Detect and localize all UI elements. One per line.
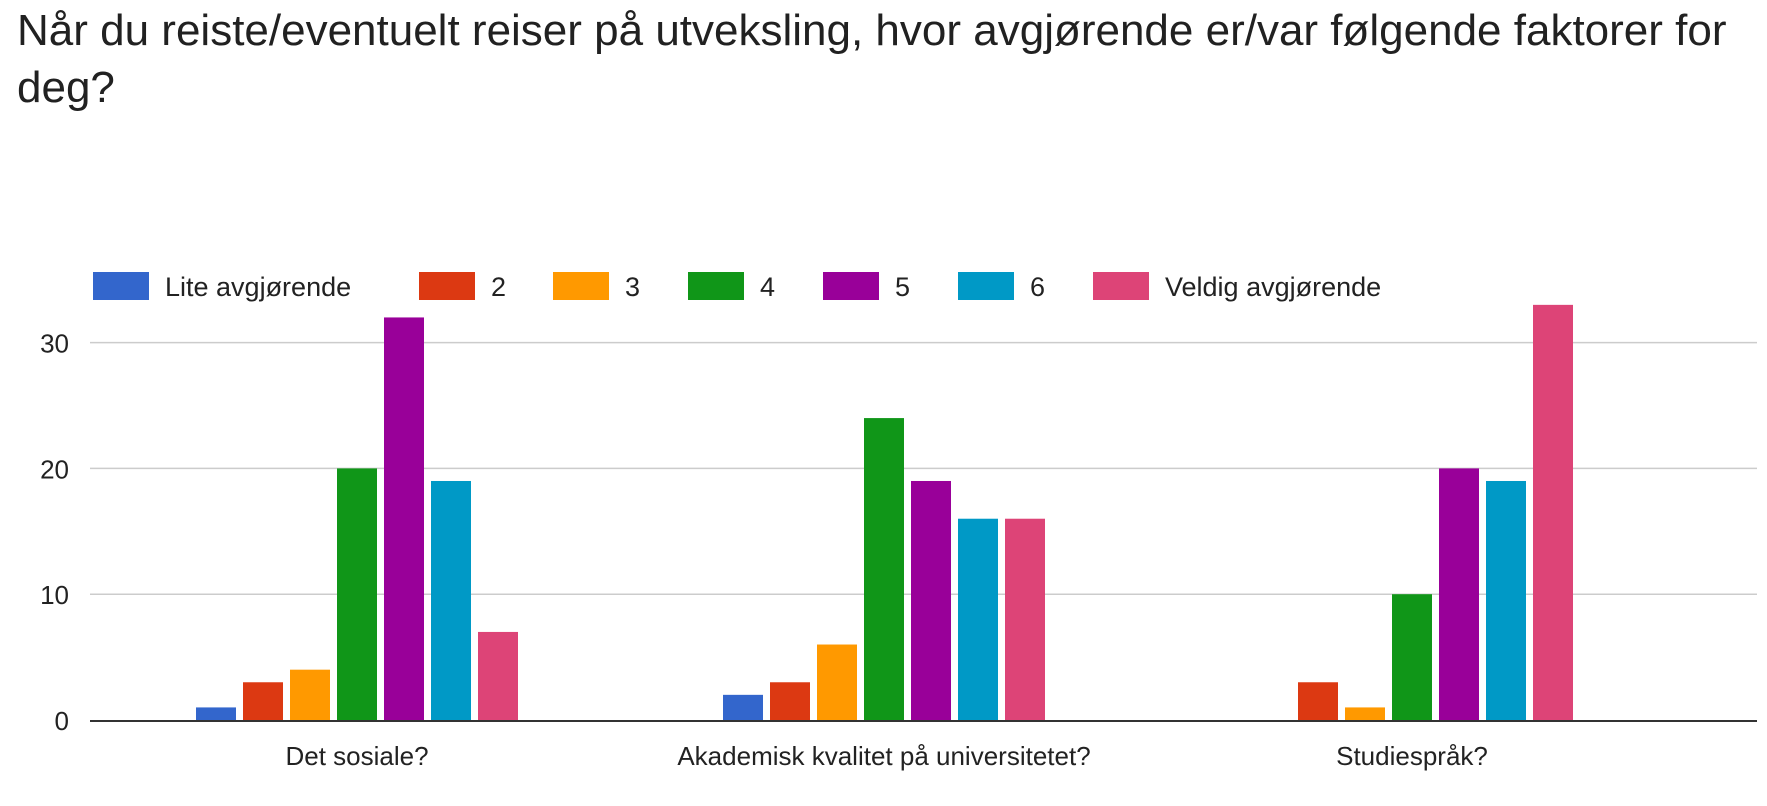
x-tick-label: Akademisk kvalitet på universitetet? [677,741,1090,771]
x-axis: Det sosiale? Akademisk kvalitet på univer… [90,720,1757,771]
legend-item: 4 [688,272,775,302]
y-tick-label: 30 [40,329,69,359]
bar: 4: 24 [864,418,904,720]
bar: 6: 19 [1486,480,1526,720]
legend-label: 4 [760,272,775,302]
bar: 3: 1 [1345,707,1385,720]
legend-item: 3 [553,272,640,302]
bar: 4: 10 [1392,594,1432,720]
legend-swatch [553,272,609,300]
legend-swatch [823,272,879,300]
bar: 5: 19 [911,480,951,720]
x-tick-label: Studiespråk? [1336,741,1488,771]
chart-title: Når du reiste/eventuelt reiser på utveks… [17,6,1727,112]
bar: 5: 20 [1439,468,1479,720]
legend-label: 3 [625,272,640,302]
legend-swatch [93,272,149,300]
bar: Veldig avgjørende: 33 [1533,304,1573,720]
legend-swatch [419,272,475,300]
x-tick-label: Det sosiale? [285,741,428,771]
bar-group: Lite avgjørende: 1 2: 33: 44: 205: 326: 1… [196,317,518,720]
bar: Lite avgjørende: 1 [196,707,236,720]
y-axis: 0 10 20 30 [40,329,69,736]
legend-label: 5 [895,272,910,302]
bar: 6: 19 [431,480,471,720]
bar: 4: 20 [337,468,377,720]
bar: 6: 16 [958,518,998,720]
bar: Lite avgjørende: 2 [723,694,763,720]
y-tick-label: 10 [40,580,69,610]
bars: Lite avgjørende: 12: 33: 44: 205: 326: 1… [196,304,1573,720]
y-tick-label: 20 [40,454,69,484]
legend-swatch [958,272,1014,300]
legend: Lite avgjørende 2 3 4 5 6 Veldig avgjørende [93,272,1381,302]
legend-swatch [1093,272,1149,300]
bar: 3: 6 [817,644,857,720]
bar-group: 2: 3 3: 1 4: 105: 206: 19Veldig avgjørende… [1298,304,1573,720]
legend-item: 2 [419,272,506,302]
legend-item: 6 [958,272,1045,302]
legend-swatch [688,272,744,300]
legend-item: Lite avgjørende [93,272,351,302]
legend-label: 6 [1030,272,1045,302]
bar: 2: 3 [770,682,810,720]
legend-label: 2 [491,272,506,302]
bar: Veldig avgjørende: 16 [1005,518,1045,720]
legend-label: Veldig avgjørende [1165,272,1381,302]
bar: 5: 32 [384,317,424,720]
legend-item: 5 [823,272,910,302]
legend-label: Lite avgjørende [165,272,351,302]
bar: Veldig avgjørende: 7 [478,631,518,720]
y-tick-label: 0 [55,706,69,736]
bar: 2: 3 [1298,682,1338,720]
bar: 3: 4 [290,669,330,720]
legend-item: Veldig avgjørende [1093,272,1381,302]
bar: 2: 3 [243,682,283,720]
bar-group: Lite avgjørende: 2 2: 33: 64: 245: 196: 1… [723,418,1045,720]
